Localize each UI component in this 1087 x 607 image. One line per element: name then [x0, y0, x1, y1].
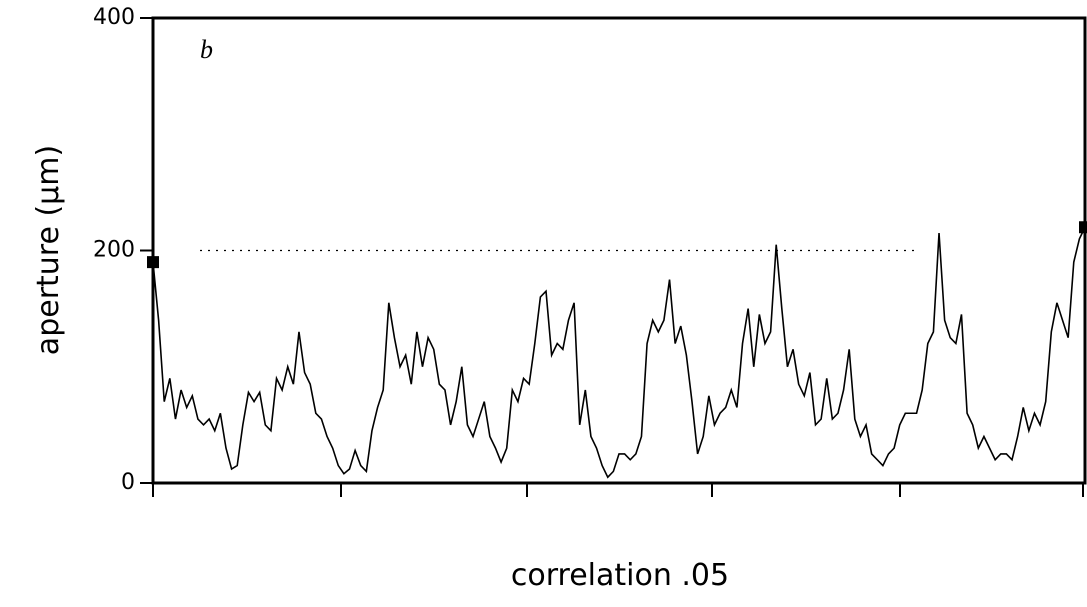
end-marker [1079, 221, 1087, 234]
end-marker [147, 256, 159, 269]
x-axis-label: correlation .05 [511, 558, 729, 593]
y-tick-label: 200 [93, 238, 135, 263]
panel-label: b [200, 35, 213, 64]
plot-frame [151, 16, 1087, 485]
data-line [152, 226, 1086, 479]
y-axis-label: aperture (µm) [31, 145, 66, 355]
x-ticks [152, 483, 1084, 497]
y-tick-label: 0 [121, 470, 135, 495]
y-tick-label: 400 [93, 5, 135, 30]
